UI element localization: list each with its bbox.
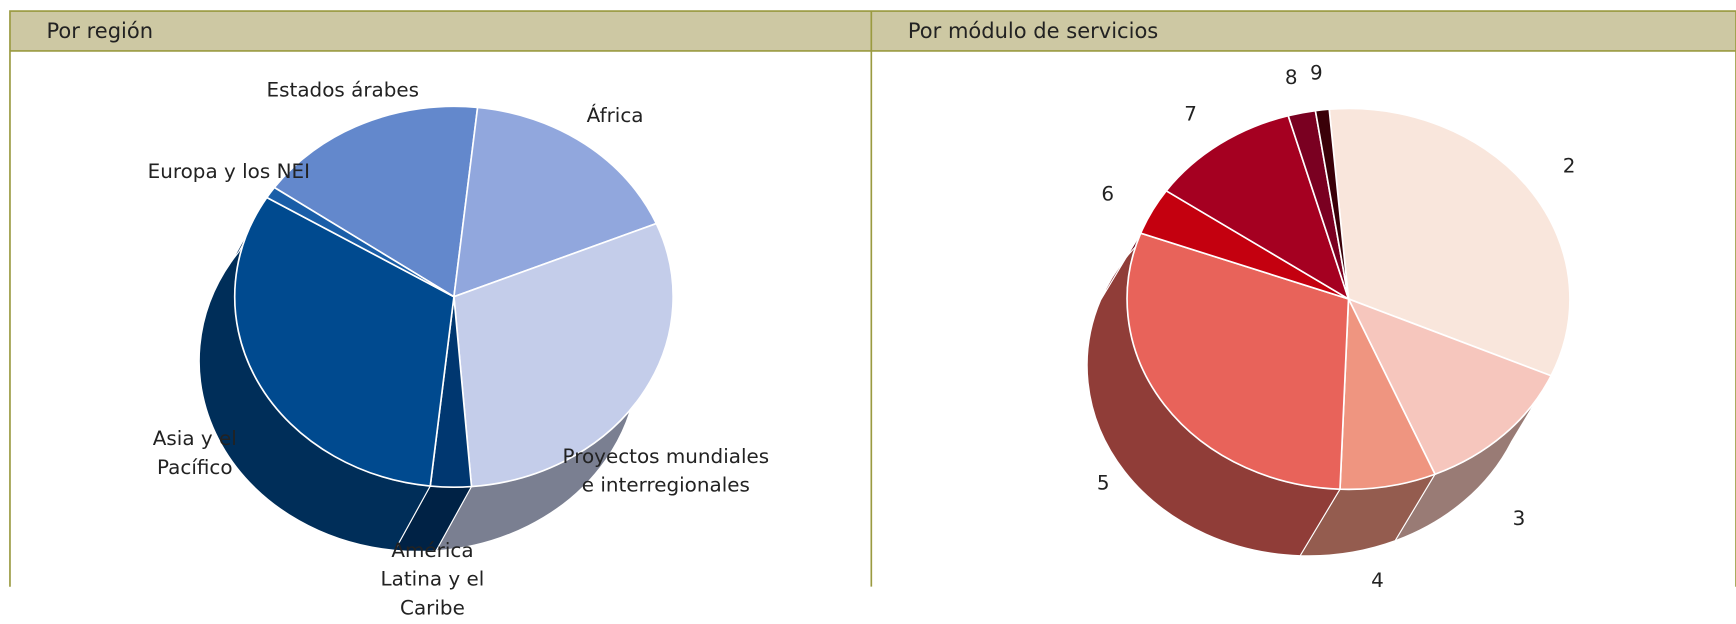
slice [273,105,479,299]
slice [1314,108,1350,300]
slice-label: 9 [1310,62,1323,86]
slice [233,196,455,487]
slice [1346,297,1553,476]
page: Por región Por módulo de servicios Estad… [9,10,1736,620]
slice [453,222,674,488]
slice-label: Proyectos mundiales e interregionales [562,445,770,498]
panel-title: Por módulo de servicios [908,18,1158,43]
slice-label: Estados árabes [266,78,420,103]
panel-title: Por región [46,18,153,43]
slice [265,186,455,298]
slice [1126,232,1350,491]
slice-label: Asia y el Pacífico [152,427,237,480]
slice-label: 3 [1512,507,1526,531]
slice [452,106,658,298]
slice-label: 7 [1184,103,1197,127]
slice-label: África [586,103,644,127]
slice-label: Europa y los NEI [147,160,310,185]
chart: Por región Por módulo de servicios [9,10,1736,587]
slice-label: 8 [1284,65,1298,90]
slice-label: 2 [1562,155,1576,179]
slice-label: 5 [1096,472,1110,496]
slice-label: 4 [1371,568,1384,592]
slice-label: América Latina y el Caribe [380,539,485,621]
slice-label: 6 [1101,182,1115,207]
slice [1328,107,1571,377]
header-bar [9,11,1736,51]
